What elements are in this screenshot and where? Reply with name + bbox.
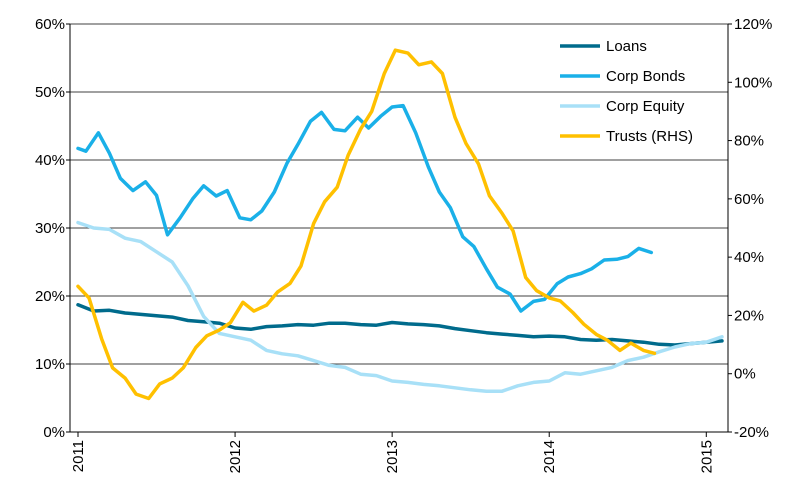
series-line-trusts-rhs bbox=[76, 48, 657, 401]
y-right-tick-label: 0% bbox=[734, 366, 756, 383]
series-lines bbox=[76, 48, 724, 401]
y-left-tick-label: 30% bbox=[35, 220, 65, 237]
x-tick-label: 2011 bbox=[70, 440, 87, 472]
x-tick-label: 2013 bbox=[384, 440, 401, 473]
y-left-tick-label: 20% bbox=[35, 288, 65, 305]
y-right-tick-label: 100% bbox=[734, 74, 772, 91]
y-left-tick-label: 50% bbox=[35, 84, 65, 101]
x-tick-label: 2014 bbox=[541, 440, 558, 473]
y-left-tick-label: 60% bbox=[35, 16, 65, 33]
legend-label: Corp Bonds bbox=[606, 68, 685, 85]
legend: Loans Corp Bonds Corp Equity Trusts (RHS) bbox=[560, 38, 693, 145]
y-left-tick-label: 0% bbox=[43, 424, 65, 441]
y-left-tick-label: 40% bbox=[35, 152, 65, 169]
y-right-tick-label: -20% bbox=[734, 424, 769, 441]
legend-label: Loans bbox=[606, 38, 647, 55]
series-line-loans bbox=[76, 303, 724, 347]
legend-label: Corp Equity bbox=[606, 98, 685, 115]
y-right-tick-label: 20% bbox=[734, 307, 764, 324]
y-right-tick-label: 60% bbox=[734, 191, 764, 208]
y-right-tick-label: 120% bbox=[734, 16, 772, 33]
x-tick-label: 2015 bbox=[698, 440, 715, 473]
y-right-tick-label: 80% bbox=[734, 133, 764, 150]
legend-label: Trusts (RHS) bbox=[606, 128, 693, 145]
series-line-corp-equity bbox=[76, 220, 724, 393]
y-right-tick-label: 40% bbox=[734, 249, 764, 266]
axes: 0% 10% 20% 30% 40% 50% 60% -20% 0% 20% 40% 60% 80% 10… bbox=[35, 16, 772, 473]
x-tick-label: 2012 bbox=[227, 440, 244, 473]
y-left-tick-label: 10% bbox=[35, 356, 65, 373]
